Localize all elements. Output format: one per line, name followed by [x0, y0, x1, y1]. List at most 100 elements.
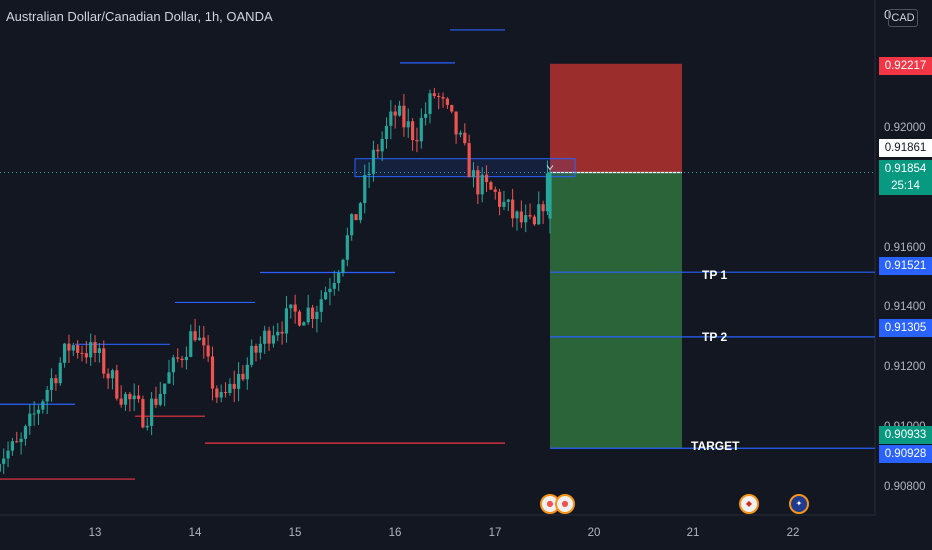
currency-button[interactable]: CAD [888, 9, 918, 27]
x-tick: 21 [686, 527, 700, 539]
bear-candle [232, 383, 236, 389]
bull-candle [397, 105, 402, 116]
bull-candle [145, 425, 149, 428]
bear-candle [106, 373, 110, 379]
bull-candle [163, 383, 167, 394]
crosshair-marker [546, 165, 554, 171]
bear-candle [254, 345, 258, 353]
bull-candle [419, 117, 423, 142]
event-flag-icon[interactable]: ● [555, 494, 575, 514]
bull-candle [284, 308, 289, 334]
australia-flag-icon[interactable]: ✦ [789, 494, 809, 514]
bull-candle [315, 311, 319, 320]
bull-candle [337, 272, 341, 284]
bull-candle [123, 393, 128, 405]
bear-candle [376, 149, 380, 152]
tp1-price-tag: 0.91521 [879, 257, 932, 275]
bear-candle [15, 441, 19, 443]
bear-candle [54, 378, 58, 384]
bull-candle [19, 438, 23, 443]
y-tick: 0.90800 [884, 481, 926, 494]
take-profit-zone [550, 172, 682, 449]
bar-countdown-tag: 25:14 [879, 177, 932, 195]
bull-candle [306, 307, 310, 323]
stop-price-tag: 0.92217 [879, 57, 932, 75]
bull-candle [480, 174, 484, 195]
bear-candle [489, 182, 493, 190]
bear-candle [176, 357, 180, 359]
bear-candle [450, 104, 454, 112]
bear-candle [180, 358, 184, 361]
bull-candle [28, 413, 32, 427]
y-tick: 0.91200 [884, 361, 926, 374]
bull-candle [458, 132, 463, 135]
bull-candle [219, 392, 223, 398]
bear-candle [128, 393, 132, 400]
bull-candle [258, 343, 262, 353]
y-tick: 0.91600 [884, 241, 926, 254]
bear-candle [297, 311, 302, 326]
x-tick: 20 [587, 527, 601, 539]
bear-candle [202, 337, 206, 346]
x-tick: 22 [786, 527, 800, 539]
bull-candle [189, 331, 193, 357]
bull-candle [263, 330, 267, 344]
bear-candle [532, 216, 536, 225]
bear-candle [454, 111, 458, 135]
y-tick: 0.91400 [884, 301, 926, 314]
bear-candle [67, 343, 71, 351]
bear-candle [206, 345, 210, 357]
bull-candle [184, 356, 188, 361]
bull-candle [228, 383, 232, 393]
canada-flag-icon[interactable]: ◆ [739, 494, 759, 514]
bear-candle [445, 98, 449, 105]
bull-candle [245, 364, 249, 380]
tp1-label: TP 1 [702, 268, 728, 282]
bull-candle [350, 214, 354, 236]
x-tick: 16 [388, 527, 402, 539]
bear-candle [519, 211, 523, 223]
bear-candle [541, 204, 545, 212]
bear-candle [415, 140, 419, 142]
bull-candle [0, 463, 1, 472]
bull-candle [23, 426, 28, 439]
bull-candle [524, 215, 528, 223]
bull-candle [380, 138, 384, 152]
bull-candle [167, 372, 171, 384]
bull-candle [363, 175, 367, 204]
bear-candle [354, 214, 358, 221]
bear-candle [476, 170, 480, 195]
crosshair-price-tag: 0.91861 [879, 139, 932, 157]
bear-candle [76, 345, 80, 353]
bull-candle [237, 373, 241, 389]
bull-candle [406, 121, 410, 128]
bull-candle [471, 170, 476, 178]
bear-candle [432, 93, 436, 96]
bull-candle [10, 441, 14, 451]
bull-candle [389, 111, 393, 126]
currency-menu-icon[interactable]: 0 [884, 7, 892, 22]
resistance-box [354, 158, 576, 178]
bear-candle [310, 307, 315, 320]
bull-candle [89, 341, 93, 358]
bull-candle [32, 413, 36, 415]
bear-candle [484, 174, 489, 183]
bear-candle [241, 373, 245, 380]
bear-candle [437, 95, 441, 98]
bull-candle [171, 357, 175, 373]
bull-candle [36, 409, 41, 414]
target-label: TARGET [691, 439, 740, 453]
target-price-tag: 0.90933 [879, 426, 932, 444]
bull-candle [545, 173, 550, 212]
bull-candle [2, 458, 6, 464]
bull-candle [110, 370, 115, 379]
bear-candle [498, 191, 502, 207]
bull-candle [97, 348, 101, 353]
bull-candle [332, 283, 336, 289]
bull-candle [71, 345, 75, 351]
bull-candle [197, 337, 202, 341]
bear-candle [80, 352, 84, 354]
bull-candle [319, 299, 323, 312]
